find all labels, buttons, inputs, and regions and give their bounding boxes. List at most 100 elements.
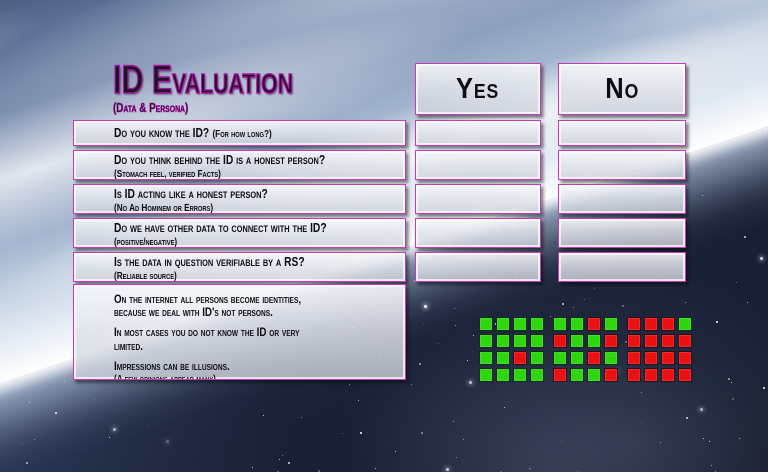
grid-cell-red bbox=[553, 334, 567, 348]
star bbox=[424, 304, 428, 308]
grid-cell-green bbox=[479, 368, 493, 382]
star bbox=[348, 384, 350, 386]
question-main: Is ID acting like a honest person? bbox=[114, 186, 268, 201]
score-grid bbox=[553, 317, 618, 382]
star bbox=[685, 416, 688, 419]
grid-cell-red bbox=[627, 368, 641, 382]
star bbox=[736, 281, 738, 283]
star bbox=[473, 335, 475, 337]
star bbox=[438, 342, 440, 344]
star bbox=[395, 451, 397, 453]
star bbox=[471, 351, 473, 352]
title-block: ID Evaluation (Data & Persona) bbox=[112, 58, 350, 115]
star bbox=[584, 298, 586, 300]
grid-cell-red bbox=[661, 334, 675, 348]
star bbox=[731, 398, 734, 401]
star bbox=[641, 421, 643, 423]
star bbox=[22, 442, 24, 444]
star bbox=[593, 288, 595, 290]
grid-cell-red bbox=[553, 368, 567, 382]
star bbox=[411, 384, 413, 386]
note-paragraph: Impressions can be illusions. bbox=[114, 358, 230, 373]
grid-cell-green bbox=[587, 334, 601, 348]
grid-cell-green bbox=[496, 368, 510, 382]
star bbox=[409, 266, 411, 268]
star bbox=[26, 462, 29, 465]
grid-cell-green bbox=[496, 351, 510, 365]
page-subtitle: (Data & Persona) bbox=[113, 100, 189, 115]
column-header-no: No bbox=[558, 63, 686, 115]
question-row: Is the data in question verifiable by a … bbox=[73, 252, 406, 282]
grid-cell-red bbox=[627, 351, 641, 365]
grid-cell-green bbox=[479, 317, 493, 331]
question-main: Do we have other data to connect with th… bbox=[114, 220, 327, 235]
notes-panel: On the internet all persons become ident… bbox=[73, 284, 406, 380]
star bbox=[453, 308, 455, 310]
star bbox=[108, 436, 110, 438]
grid-cell-green bbox=[513, 334, 527, 348]
column-header-no-label: No bbox=[605, 72, 639, 105]
score-grids bbox=[479, 317, 697, 383]
star bbox=[317, 470, 320, 472]
star bbox=[341, 433, 343, 434]
star bbox=[462, 439, 464, 441]
star bbox=[746, 301, 748, 303]
score-grid bbox=[479, 317, 544, 382]
grid-cell-red bbox=[678, 334, 692, 348]
note-detail: (A few opinions appear many) bbox=[114, 373, 216, 380]
star bbox=[660, 442, 662, 443]
grid-cell-red bbox=[587, 351, 601, 365]
star bbox=[702, 194, 704, 196]
grid-cell-red bbox=[627, 317, 641, 331]
question-row: Do we have other data to connect with th… bbox=[73, 218, 406, 248]
grid-cell-red bbox=[661, 351, 675, 365]
answer-cell-yes bbox=[415, 252, 541, 282]
star bbox=[276, 470, 279, 472]
star bbox=[560, 440, 562, 442]
grid-cell-green bbox=[570, 351, 584, 365]
grid-cell-green bbox=[570, 368, 584, 382]
answer-cell-no bbox=[558, 252, 686, 282]
star bbox=[165, 439, 169, 443]
star bbox=[702, 437, 704, 439]
star bbox=[684, 302, 686, 304]
star bbox=[94, 398, 96, 400]
answer-cell-no bbox=[558, 218, 686, 248]
grid-cell-green bbox=[604, 351, 618, 365]
star bbox=[572, 307, 574, 309]
grid-cell-red bbox=[513, 351, 527, 365]
star bbox=[455, 456, 457, 458]
star bbox=[468, 380, 472, 384]
page-title: ID Evaluation bbox=[112, 58, 294, 102]
star bbox=[55, 412, 58, 415]
star bbox=[731, 381, 733, 383]
question-row: Is ID acting like a honest person? (No Ad… bbox=[73, 184, 406, 214]
grid-cell-green bbox=[570, 334, 584, 348]
star bbox=[147, 425, 149, 427]
grid-cell-green bbox=[530, 351, 544, 365]
score-grid bbox=[627, 317, 692, 382]
grid-cell-red bbox=[661, 317, 675, 331]
grid-cell-green bbox=[496, 317, 510, 331]
question-text-wrap: Do you think behind the ID is a honest p… bbox=[114, 151, 442, 180]
star bbox=[281, 455, 283, 457]
star bbox=[759, 256, 763, 260]
star bbox=[455, 325, 457, 327]
star bbox=[375, 468, 376, 470]
question-text-wrap: Is ID acting like a honest person? (No Ad… bbox=[114, 185, 442, 214]
star bbox=[528, 467, 530, 469]
star bbox=[576, 470, 578, 472]
grid-cell-red bbox=[627, 334, 641, 348]
star bbox=[453, 420, 455, 422]
grid-cell-red bbox=[604, 368, 618, 382]
grid-cell-red bbox=[661, 368, 675, 382]
question-main: Is the data in question verifiable by a … bbox=[114, 254, 305, 269]
star bbox=[504, 406, 506, 408]
grid-cell-red bbox=[604, 334, 618, 348]
star bbox=[360, 432, 363, 434]
grid-cell-green bbox=[496, 334, 510, 348]
question-text-wrap: Do we have other data to connect with th… bbox=[114, 219, 442, 248]
star bbox=[262, 414, 264, 416]
grid-cell-red bbox=[644, 351, 658, 365]
